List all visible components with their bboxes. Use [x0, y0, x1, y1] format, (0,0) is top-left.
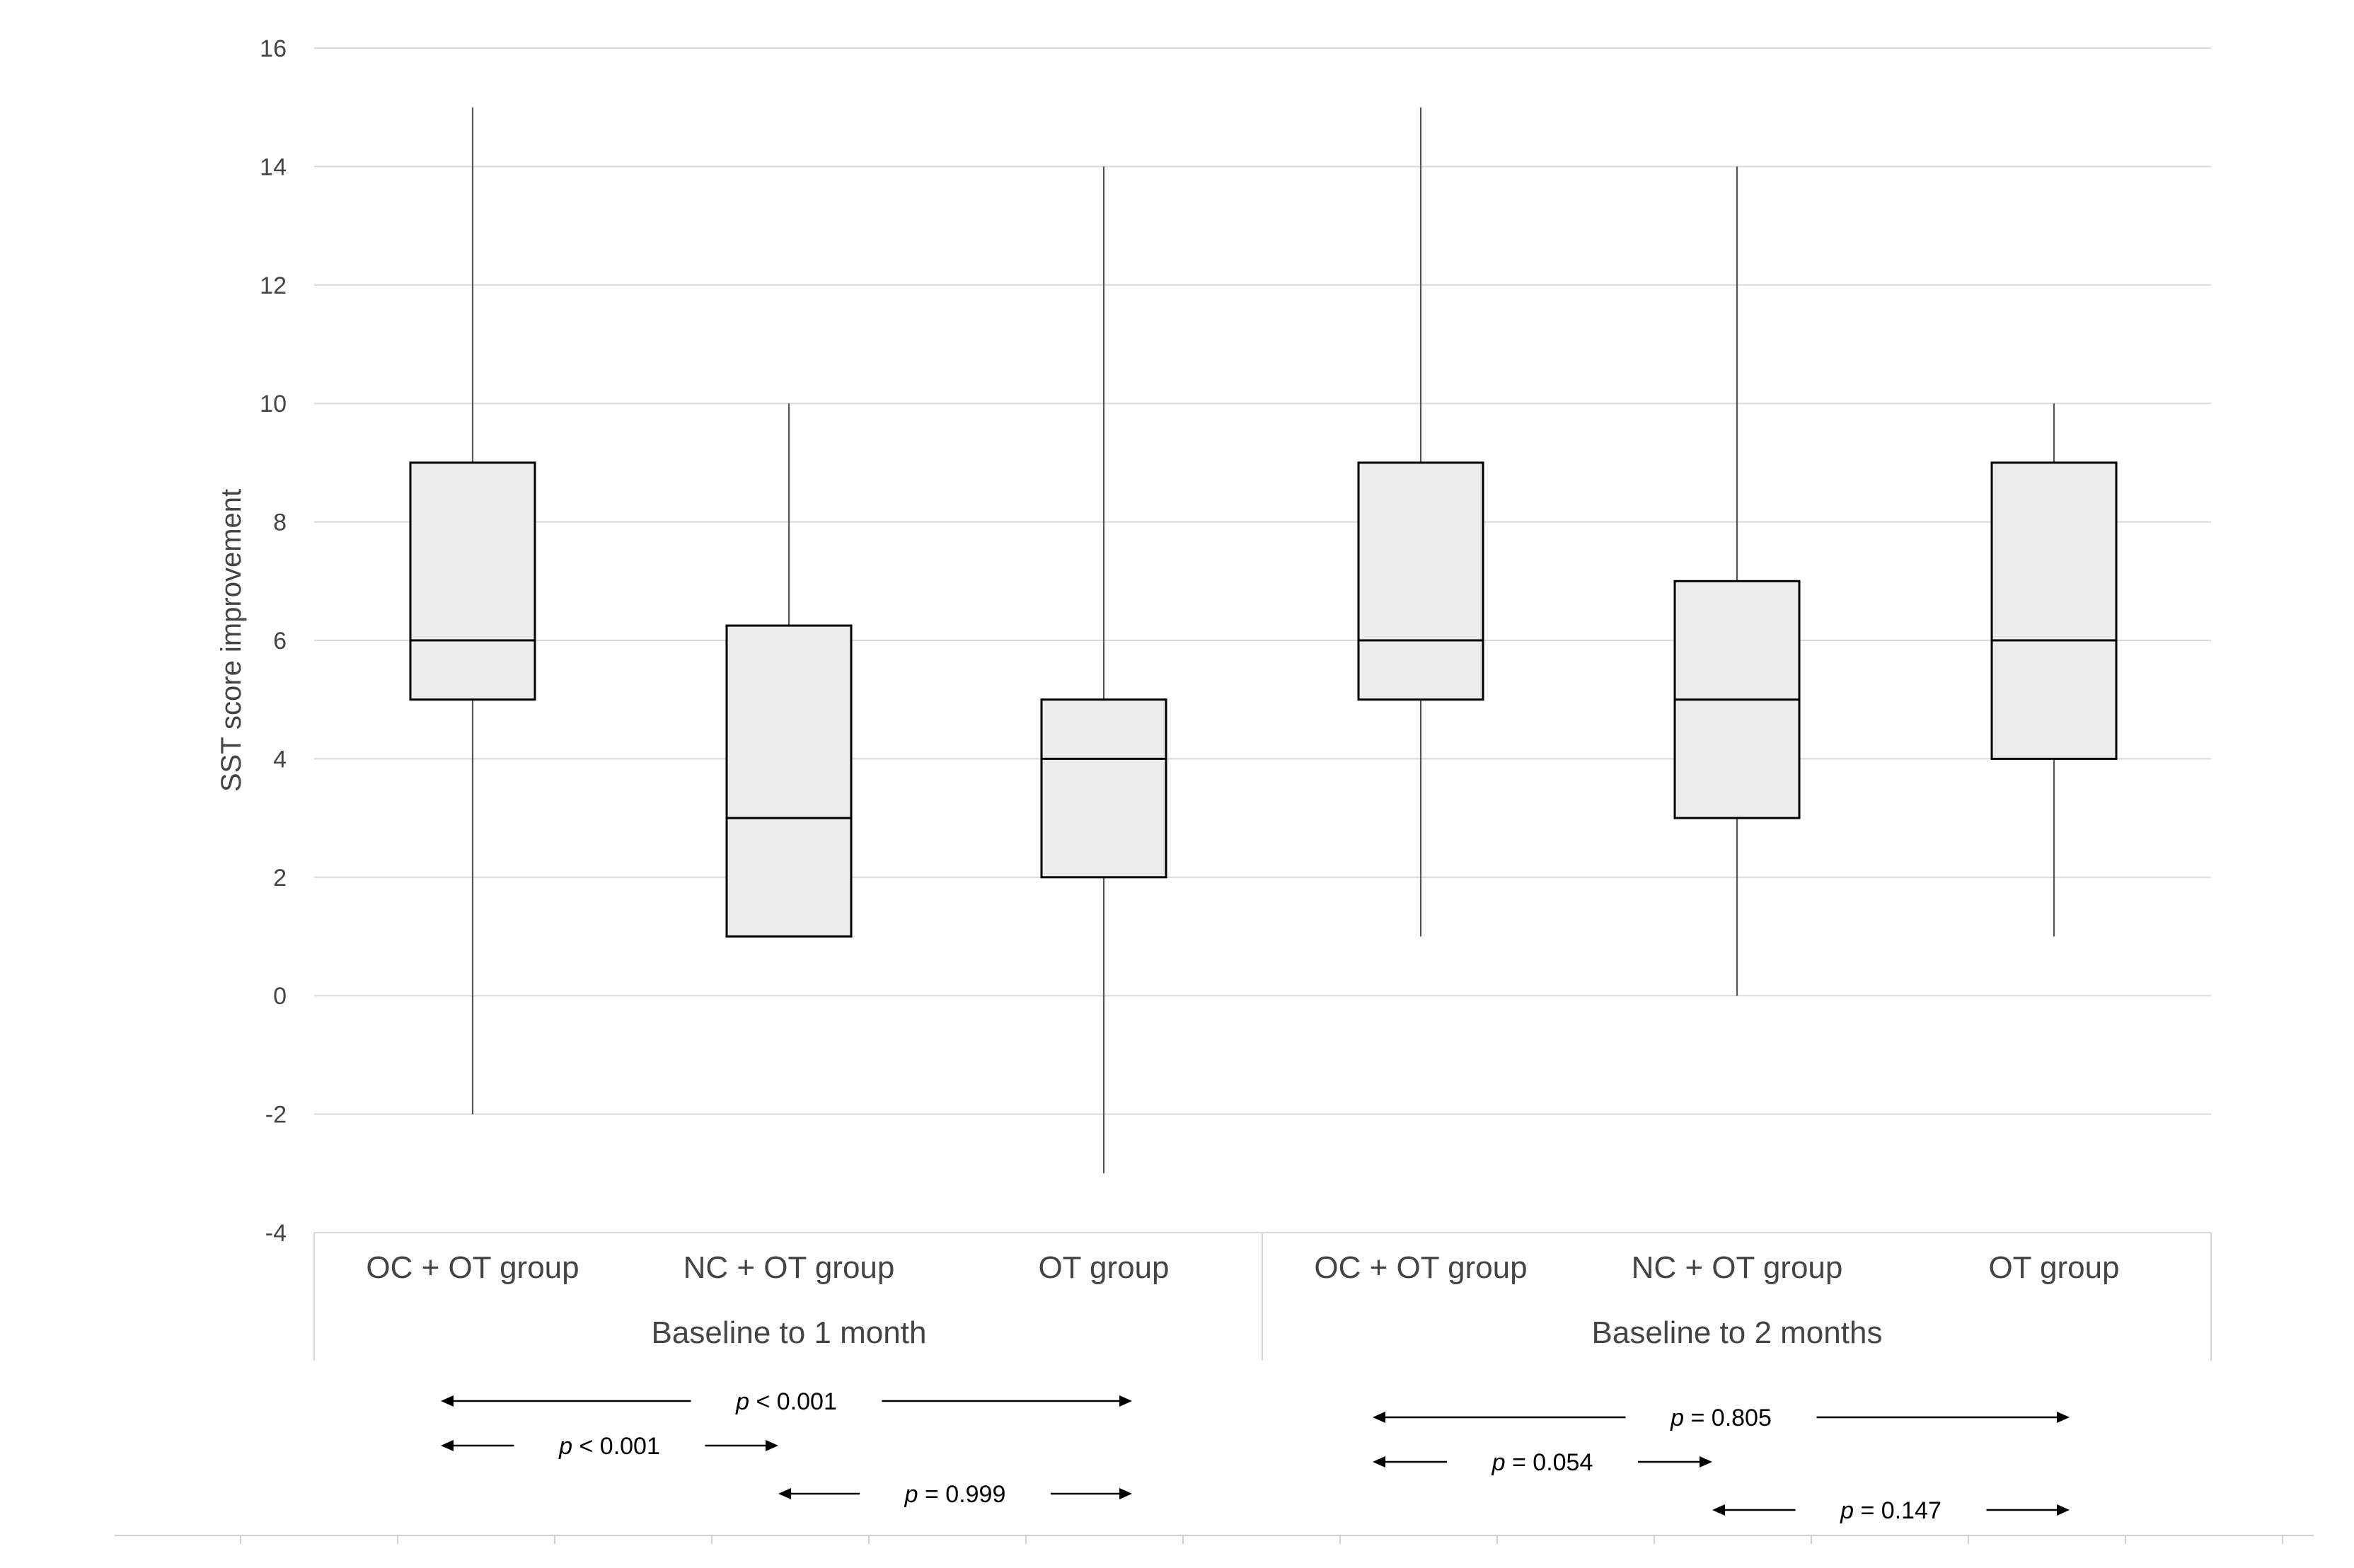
right-arrowhead: [1119, 1395, 1132, 1407]
right-arrowhead: [2057, 1504, 2070, 1516]
footer-axis: [115, 1535, 2314, 1544]
p-value-text: < 0.001: [749, 1388, 837, 1415]
y-tick-label: 4: [273, 746, 287, 773]
x-axis: OC + OT group NC + OT group OT group Baseli…: [313, 1232, 2212, 1361]
iqr-box: [1040, 698, 1167, 879]
y-tick-label: 10: [260, 391, 287, 417]
y-tick-label: 8: [273, 509, 287, 536]
y-tick-label: 0: [273, 983, 287, 1010]
category-label: OT group: [1988, 1250, 2119, 1285]
y-tick-label: -2: [265, 1102, 287, 1129]
category-label: OC + OT group: [1314, 1250, 1527, 1285]
group-label: Baseline to 2 months: [1592, 1315, 1883, 1350]
p-symbol: p: [735, 1388, 749, 1415]
group-label: Baseline to 1 month: [652, 1315, 927, 1350]
p-value-label: p = 0.999: [904, 1481, 1006, 1508]
p-symbol: p: [1670, 1405, 1684, 1431]
iqr-box: [1990, 461, 2118, 760]
y-tick-label: 14: [260, 154, 287, 180]
right-arrowhead: [1119, 1488, 1132, 1499]
iqr-box: [725, 624, 853, 938]
p-value-label: p = 0.147: [1840, 1497, 1942, 1524]
p-value-text: < 0.001: [572, 1433, 660, 1460]
p-value-label: p = 0.054: [1492, 1449, 1593, 1476]
category-label: NC + OT group: [1632, 1250, 1843, 1285]
p-symbol: p: [1492, 1449, 1506, 1476]
category-label: OT group: [1038, 1250, 1169, 1285]
p-value-text: = 0.999: [918, 1481, 1006, 1508]
p-symbol: p: [1840, 1497, 1854, 1524]
right-arrowhead: [1700, 1456, 1712, 1468]
right-arrowhead: [2057, 1412, 2070, 1423]
p-value-label: p < 0.001: [735, 1388, 837, 1415]
p-value-text: = 0.805: [1684, 1405, 1772, 1431]
left-arrowhead: [778, 1488, 791, 1499]
y-axis-label: SST score improvement: [216, 489, 247, 792]
p-value-label: p < 0.001: [558, 1433, 660, 1460]
left-arrowhead: [1373, 1412, 1385, 1423]
y-tick-label: 2: [273, 865, 287, 892]
boxes: [409, 107, 2118, 1174]
left-arrowhead: [1373, 1456, 1385, 1468]
iqr-box: [409, 461, 536, 701]
left-arrowhead: [441, 1395, 454, 1407]
gridlines: [314, 47, 2211, 1115]
y-axis-ticks: -4 -2 0 2 4 6 8 10 12 14 16: [260, 35, 287, 1247]
y-tick-label: -4: [265, 1220, 287, 1247]
category-label: NC + OT group: [683, 1250, 895, 1285]
y-tick-label: 16: [260, 35, 287, 62]
p-symbol: p: [558, 1433, 572, 1460]
y-tick-label: 6: [273, 628, 287, 655]
y-tick-label: 12: [260, 272, 287, 299]
p-symbol: p: [904, 1481, 918, 1508]
p-value-text: = 0.054: [1506, 1449, 1593, 1476]
p-value-text: = 0.147: [1854, 1497, 1942, 1524]
right-arrowhead: [766, 1440, 778, 1451]
left-arrowhead: [1712, 1504, 1725, 1516]
category-label: OC + OT group: [366, 1250, 579, 1285]
iqr-box: [1357, 461, 1484, 701]
left-arrowhead: [441, 1440, 454, 1451]
p-value-label: p = 0.805: [1670, 1405, 1772, 1431]
